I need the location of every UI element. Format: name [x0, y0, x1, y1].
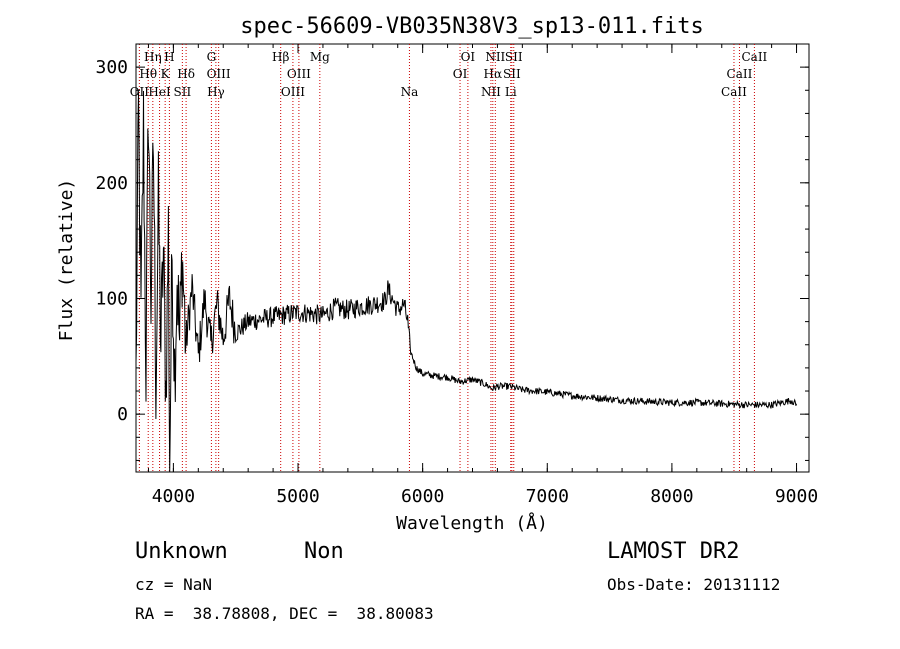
spectrum-line [135, 90, 797, 473]
line-marker-label: Mg [310, 50, 330, 64]
line-marker-label: CaII [741, 50, 767, 64]
y-tick-label: 300 [95, 57, 128, 78]
line-marker-label: SII [174, 85, 192, 99]
x-axis-label: Wavelength (Å) [396, 512, 548, 534]
line-marker-label: SII [503, 67, 521, 81]
x-tick-label: 6000 [401, 486, 444, 507]
x-tick-label: 5000 [276, 486, 319, 507]
y-tick-label: 100 [95, 288, 128, 309]
line-marker-label: Hη [144, 50, 162, 64]
survey-label: LAMOST DR2 [607, 539, 740, 564]
line-marker-label: H [164, 50, 174, 64]
x-tick-label: 9000 [775, 486, 818, 507]
line-marker-label: OIII [287, 67, 311, 81]
x-tick-label: 4000 [152, 486, 195, 507]
line-marker-label: OI [453, 67, 468, 81]
line-marker-label: OIII [281, 85, 305, 99]
axis-ticks: 4000 5000 6000 7000 8000 9000 0 100 200 300 [95, 43, 818, 507]
x-tick-label: 7000 [526, 486, 569, 507]
line-marker-label: CaII [727, 67, 753, 81]
coordinates: RA = 38.78808, DEC = 38.80083 [135, 604, 434, 623]
y-tick-label: 0 [117, 404, 128, 425]
line-marker-label: NII [481, 85, 501, 99]
plot-frame [135, 43, 810, 473]
line-marker-label: OII [130, 85, 150, 99]
spectrum-series [135, 90, 797, 473]
line-marker-label: K [161, 67, 171, 81]
line-marker-label: Hγ [207, 85, 225, 99]
line-marker-label: Li [505, 85, 517, 99]
line-marker-label: Hδ [177, 67, 195, 81]
line-marker-label: Hθ [139, 67, 157, 81]
y-axis-label: Flux (relative) [56, 179, 77, 342]
line-marker-label: OIII [207, 67, 231, 81]
line-marker-label: HeI [148, 85, 171, 99]
obs-date: Obs-Date: 20131112 [607, 575, 781, 594]
chart-title: spec-56609-VB035N38V3_sp13-011.fits [240, 14, 704, 39]
line-marker-label: NII [485, 50, 505, 64]
y-tick-label: 200 [95, 173, 128, 194]
subclass-label: Non [304, 539, 344, 564]
line-marker-label: CaII [721, 85, 747, 99]
line-marker-label: Hβ [272, 50, 289, 64]
line-marker-label: OI [461, 50, 476, 64]
x-tick-label: 8000 [650, 486, 693, 507]
class-label: Unknown [135, 539, 228, 564]
redshift-value: cz = NaN [135, 575, 213, 594]
line-marker-label: SII [505, 50, 523, 64]
line-marker-label: Hα [484, 67, 503, 81]
line-marker-label: Na [401, 85, 419, 99]
line-marker-label: G [207, 50, 217, 64]
